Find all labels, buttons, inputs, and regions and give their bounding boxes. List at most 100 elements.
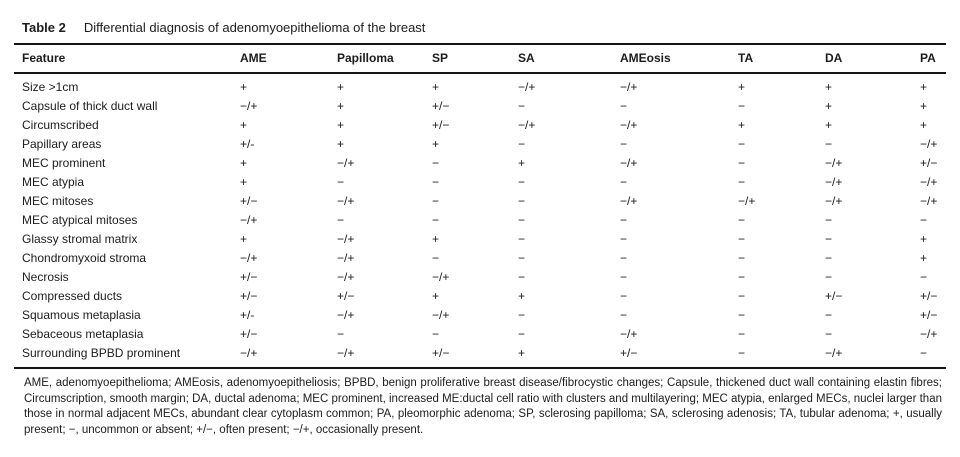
table-row: MEC atypical mitoses −/+ − − − − − − − — [14, 211, 946, 230]
feature-cell: Chondromyxoid stroma — [22, 251, 147, 265]
value-cell: + — [920, 251, 928, 265]
value-cell: − — [825, 213, 833, 227]
value-cell: − — [518, 175, 526, 189]
value-cell: −/+ — [620, 118, 638, 132]
value-cell: + — [825, 118, 833, 132]
table-row: MEC mitoses +/− −/+ − − −/+ −/+ −/+ −/+ — [14, 192, 946, 211]
diagnosis-table: Feature AME Papilloma SP SA AMEosis TA DA PA Siz… — [14, 45, 946, 369]
feature-cell: Sebaceous metaplasia — [22, 327, 144, 341]
value-cell: −/+ — [620, 327, 638, 341]
table-row: Papillary areas +/- + + − − − − −/+ — [14, 135, 946, 154]
value-cell: − — [825, 270, 833, 284]
feature-cell: Squamous metaplasia — [22, 308, 141, 322]
column-header: SA — [518, 45, 620, 74]
feature-cell: MEC atypia — [22, 175, 85, 189]
value-cell: + — [432, 232, 440, 246]
value-cell: − — [825, 137, 833, 151]
value-cell: −/+ — [240, 213, 258, 227]
value-cell: −/+ — [620, 80, 638, 94]
value-cell: − — [620, 270, 628, 284]
value-cell: − — [518, 194, 526, 208]
value-cell: +/− — [620, 346, 638, 360]
value-cell: + — [240, 80, 248, 94]
value-cell: + — [240, 175, 248, 189]
value-cell: + — [337, 80, 345, 94]
value-cell: − — [738, 289, 746, 303]
column-header: DA — [825, 45, 920, 74]
value-cell: + — [825, 80, 833, 94]
value-cell: −/+ — [825, 175, 843, 189]
feature-cell: MEC prominent — [22, 156, 106, 170]
table-figure: Table 2 Differential diagnosis of adenomy… — [14, 20, 946, 436]
column-header: PA — [920, 45, 946, 74]
feature-cell: MEC atypical mitoses — [22, 213, 138, 227]
value-cell: +/− — [432, 346, 450, 360]
table-body: Size >1cm + + + −/+ −/+ + + + Capsule of thick du… — [14, 73, 946, 368]
value-cell: − — [518, 308, 526, 322]
column-header: TA — [738, 45, 825, 74]
value-cell: − — [738, 232, 746, 246]
feature-cell: Necrosis — [22, 270, 69, 284]
value-cell: + — [518, 346, 526, 360]
value-cell: − — [518, 327, 526, 341]
value-cell: −/+ — [518, 80, 536, 94]
value-cell: − — [432, 327, 440, 341]
value-cell: −/+ — [337, 308, 355, 322]
value-cell: −/+ — [825, 194, 843, 208]
value-cell: −/+ — [920, 327, 938, 341]
value-cell: − — [518, 270, 526, 284]
value-cell: + — [825, 99, 833, 113]
value-cell: + — [240, 156, 248, 170]
value-cell: − — [518, 99, 526, 113]
column-header: SP — [432, 45, 518, 74]
feature-cell: Circumscribed — [22, 118, 99, 132]
column-header: Papilloma — [337, 45, 432, 74]
value-cell: + — [738, 80, 746, 94]
value-cell: − — [518, 137, 526, 151]
value-cell: + — [920, 232, 928, 246]
value-cell: − — [920, 213, 928, 227]
value-cell: − — [825, 308, 833, 322]
feature-cell: Papillary areas — [22, 137, 102, 151]
value-cell: − — [432, 213, 440, 227]
value-cell: +/- — [240, 137, 255, 151]
table-row: MEC prominent + −/+ − + −/+ − −/+ +/− — [14, 154, 946, 173]
value-cell: − — [738, 308, 746, 322]
value-cell: +/− — [240, 194, 258, 208]
value-cell: −/+ — [825, 156, 843, 170]
feature-cell: Size >1cm — [22, 80, 79, 94]
value-cell: −/+ — [337, 232, 355, 246]
value-cell: −/+ — [337, 270, 355, 284]
value-cell: − — [738, 213, 746, 227]
value-cell: +/− — [920, 156, 938, 170]
value-cell: +/− — [240, 327, 258, 341]
value-cell: − — [738, 270, 746, 284]
value-cell: − — [738, 346, 746, 360]
value-cell: + — [920, 99, 928, 113]
header-row: Feature AME Papilloma SP SA AMEosis TA DA PA — [14, 45, 946, 74]
value-cell: − — [518, 251, 526, 265]
table-row: Necrosis +/− −/+ −/+ − − − − − — [14, 268, 946, 287]
value-cell: − — [738, 327, 746, 341]
value-cell: +/− — [240, 270, 258, 284]
table-row: Capsule of thick duct wall −/+ + +/− − − − + + — [14, 97, 946, 116]
value-cell: − — [738, 251, 746, 265]
value-cell: + — [240, 118, 248, 132]
value-cell: −/+ — [620, 194, 638, 208]
value-cell: + — [337, 137, 345, 151]
value-cell: −/+ — [240, 99, 258, 113]
value-cell: +/- — [240, 308, 255, 322]
table-row: Compressed ducts +/− +/− + + − − +/− +/− — [14, 287, 946, 306]
value-cell: − — [620, 99, 628, 113]
value-cell: + — [337, 99, 345, 113]
value-cell: − — [432, 251, 440, 265]
column-header: Feature — [14, 45, 240, 74]
value-cell: + — [432, 289, 440, 303]
value-cell: − — [432, 175, 440, 189]
value-cell: −/+ — [518, 118, 536, 132]
feature-cell: Compressed ducts — [22, 289, 123, 303]
value-cell: +/− — [337, 289, 355, 303]
value-cell: + — [337, 118, 345, 132]
table-row: Circumscribed + + +/− −/+ −/+ + + + — [14, 116, 946, 135]
value-cell: + — [432, 137, 440, 151]
